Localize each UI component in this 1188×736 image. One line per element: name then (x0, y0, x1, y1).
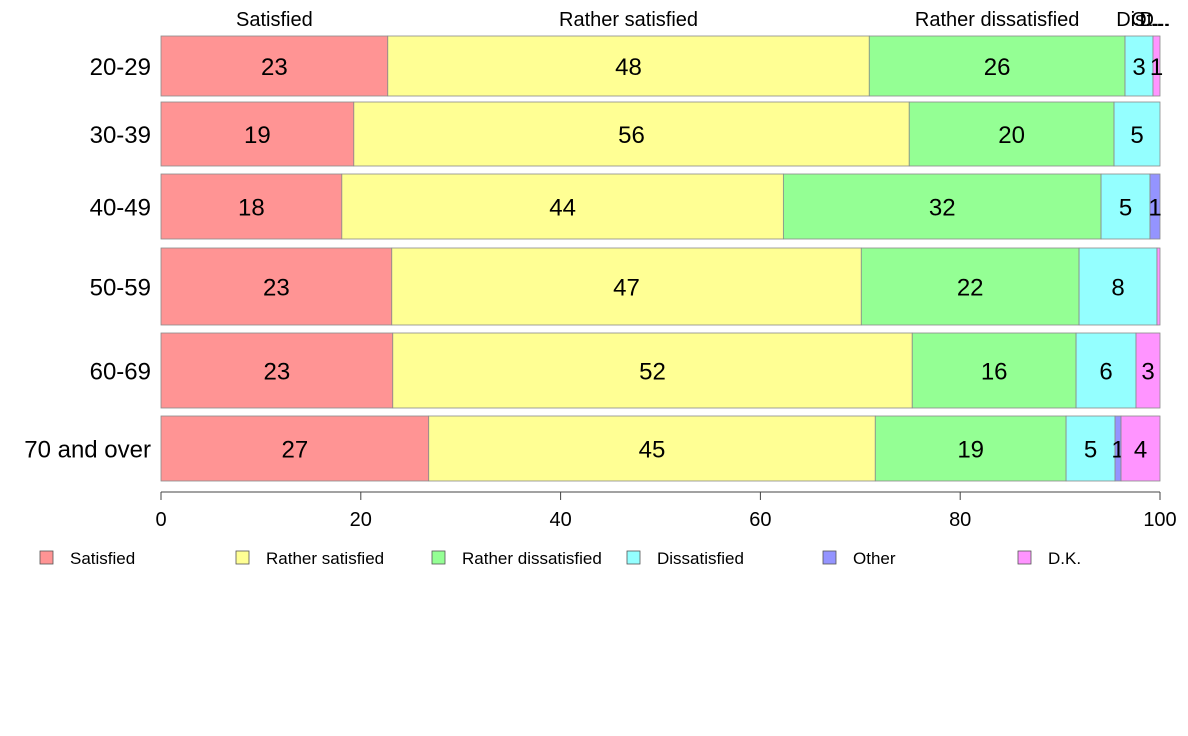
legend-label-rather-dissatisfied: Rather dissatisfied (462, 549, 602, 568)
x-tick-label-60: 60 (749, 509, 771, 531)
data-label-20-29-satisfied: 23 (261, 54, 288, 81)
x-axis: 0 20 40 60 80 100 (155, 491, 1177, 531)
bar-segment-40-49-rather-dissatisfied (782, 173, 1102, 240)
data-label-70-and-over-dissatisfied: 5 (1084, 437, 1097, 464)
legend-label-other: Other (853, 549, 896, 568)
category-labels: 20-29 30-39 40-49 50-59 60-69 70 and over (24, 54, 151, 464)
legend-label-satisfied: Satisfied (70, 549, 135, 568)
data-label-40-49-rather-satisfied: 44 (549, 195, 576, 222)
legend: Satisfied Rather satisfied Rather dissatis… (39, 549, 1081, 568)
data-label-50-59-rather-dissatisfied: 22 (957, 275, 984, 302)
data-label-40-49-other: 1 (1148, 195, 1161, 222)
data-label-70-and-over-rather-dissatisfied: 19 (957, 437, 984, 464)
bar-segment-40-49-satisfied (160, 173, 343, 240)
bar-segment-30-39-dissatisfied (1113, 101, 1161, 167)
bar-segment-30-39-rather-dissatisfied (908, 101, 1115, 167)
x-tick-label-40: 40 (549, 509, 571, 531)
bar-segment-40-49-other (1149, 173, 1161, 240)
legend-label-dissatisfied: Dissatisfied (657, 549, 744, 568)
bar-segment-60-69-dissatisfied (1075, 332, 1137, 409)
bar-segment-30-39-rather-satisfied (353, 101, 910, 167)
legend-swatch-rather-dissatisfied (431, 550, 446, 565)
data-label-50-59-rather-satisfied: 47 (613, 275, 640, 302)
data-label-30-39-rather-satisfied: 56 (618, 122, 645, 149)
data-label-60-69-rather-dissatisfied: 16 (981, 359, 1008, 386)
legend-swatch-other (822, 550, 837, 565)
data-label-60-69-rather-satisfied: 52 (639, 359, 666, 386)
top-label-rather-dissatisfied: Rather dissatisfied (915, 9, 1080, 31)
legend-swatch-dissatisfied (626, 550, 641, 565)
category-label-30-39: 30-39 (90, 122, 151, 149)
data-label-20-29-d-k: 1 (1150, 54, 1163, 81)
x-tick-label-100: 100 (1143, 509, 1176, 531)
top-label-dissatisfied: Dis... (1116, 9, 1162, 31)
data-label-40-49-rather-dissatisfied: 32 (929, 195, 956, 222)
data-label-40-49-satisfied: 18 (238, 195, 265, 222)
top-label-other: Ot... (1131, 9, 1169, 31)
category-label-50-59: 50-59 (90, 275, 151, 302)
bar-segment-60-69-d-k (1135, 332, 1161, 409)
data-label-40-49-dissatisfied: 5 (1119, 195, 1132, 222)
x-tick-label-20: 20 (350, 509, 372, 531)
bar-segment-50-59-rather-satisfied (391, 247, 862, 326)
bar-segment-50-59-rather-dissatisfied (860, 247, 1080, 326)
data-label-20-29-rather-satisfied: 48 (615, 54, 642, 81)
legend-swatch-satisfied (39, 550, 54, 565)
data-label-70-and-over-satisfied: 27 (282, 437, 309, 464)
bar-segment-20-29-rather-dissatisfied (868, 35, 1126, 97)
bar-segment-60-69-rather-dissatisfied (911, 332, 1077, 409)
data-label-60-69-satisfied: 23 (264, 359, 291, 386)
data-label-30-39-rather-dissatisfied: 20 (998, 122, 1025, 149)
category-label-40-49: 40-49 (90, 195, 151, 222)
bar-segment-60-69-rather-satisfied (392, 332, 913, 409)
x-tick-label-0: 0 (155, 509, 166, 531)
data-label-60-69-dissatisfied: 6 (1099, 359, 1112, 386)
bar-segment-70-and-over-rather-dissatisfied (874, 415, 1067, 482)
bar-segment-40-49-rather-satisfied (341, 173, 784, 240)
bar-segment-50-59-d-k (1156, 247, 1161, 326)
bar-segment-60-69-satisfied (160, 332, 394, 409)
bar-segment-20-29-d-k (1152, 35, 1161, 97)
category-label-60-69: 60-69 (90, 359, 151, 386)
top-labels: Satisfied Rather satisfied Rather dissatis… (236, 9, 1171, 31)
data-label-20-29-rather-dissatisfied: 26 (984, 54, 1011, 81)
bars: 23 48 26 3 119 56 20 518 44 32 5 123 47 22 823 52 16 6 327… (160, 35, 1163, 482)
bar-segment-50-59-satisfied (160, 247, 393, 326)
bar-segment-70-and-over-rather-satisfied (428, 415, 876, 482)
bar-segment-70-and-over-satisfied (160, 415, 430, 482)
legend-label-rather-satisfied: Rather satisfied (266, 549, 384, 568)
bar-segment-50-59-dissatisfied (1078, 247, 1158, 326)
data-label-50-59-satisfied: 23 (263, 275, 290, 302)
bar-segment-70-and-over-dissatisfied (1065, 415, 1116, 482)
category-label-70-and-over: 70 and over (24, 437, 151, 464)
data-label-30-39-satisfied: 19 (244, 122, 271, 149)
bar-segment-20-29-dissatisfied (1124, 35, 1154, 97)
top-label-rather-satisfied: Rather satisfied (559, 9, 698, 31)
legend-label-d-k: D.K. (1048, 549, 1081, 568)
legend-swatch-d-k (1017, 550, 1032, 565)
bar-segment-20-29-satisfied (160, 35, 389, 97)
legend-swatch-rather-satisfied (235, 550, 250, 565)
bar-segment-30-39-satisfied (160, 101, 355, 167)
data-label-30-39-dissatisfied: 5 (1130, 122, 1143, 149)
bar-segment-70-and-over-d-k (1120, 415, 1161, 482)
top-label-d-k: D... (1139, 9, 1170, 31)
data-label-20-29-dissatisfied: 3 (1132, 54, 1145, 81)
data-label-70-and-over-d-k: 4 (1134, 437, 1147, 464)
data-label-60-69-d-k: 3 (1141, 359, 1154, 386)
x-tick-label-80: 80 (949, 509, 971, 531)
data-label-70-and-over-rather-satisfied: 45 (639, 437, 666, 464)
category-label-20-29: 20-29 (90, 54, 151, 81)
data-label-50-59-dissatisfied: 8 (1111, 275, 1124, 302)
top-label-satisfied: Satisfied (236, 9, 313, 31)
